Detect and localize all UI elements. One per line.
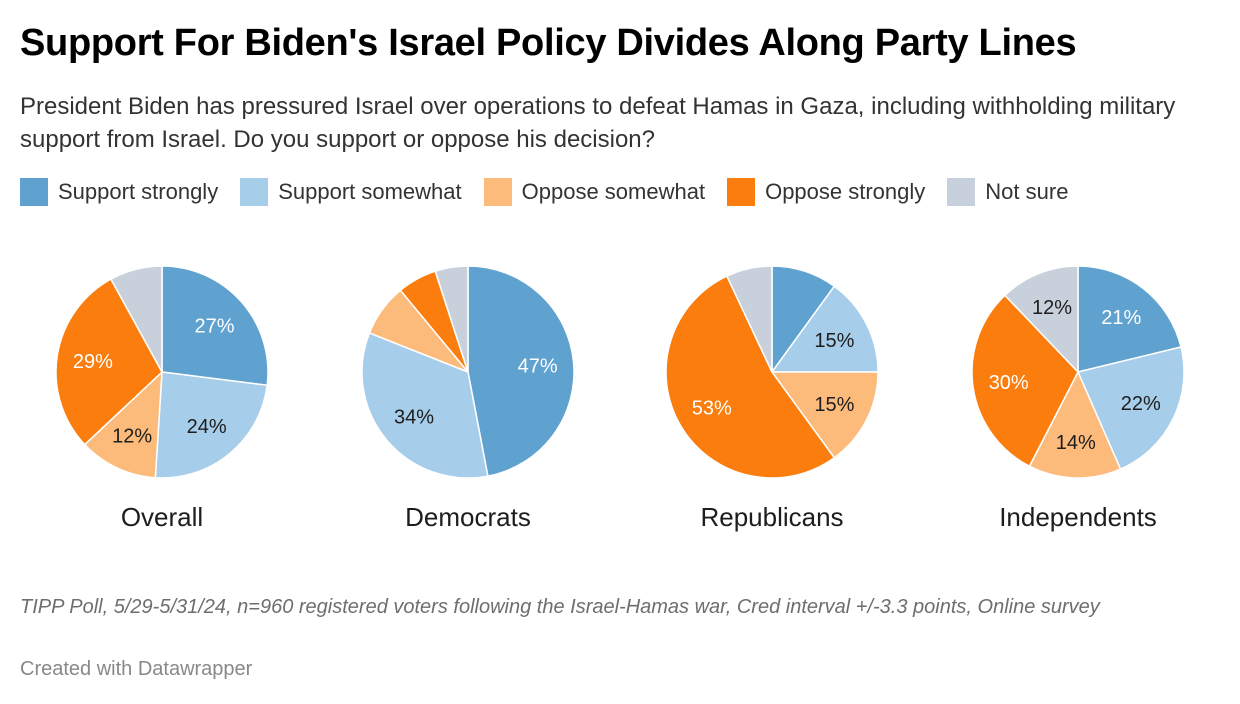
pie-data-label: 30%	[989, 372, 1029, 394]
pie-republicans: 15% 15% 53% Republicans	[665, 265, 879, 532]
pie-data-label: 53%	[692, 398, 732, 420]
pie-democrats: 47% 34% Democrats	[361, 265, 575, 532]
group-label: Democrats	[405, 502, 531, 532]
group-label: Republicans	[700, 502, 843, 532]
legend-item: Oppose somewhat	[483, 178, 706, 206]
pie-data-label: 12%	[1032, 297, 1072, 319]
pie-overall: 27% 24% 12% 29% Overall	[55, 265, 269, 532]
pie-slice-oppose-somewhat	[770, 371, 879, 459]
legend-swatch	[727, 178, 756, 206]
group-label: Overall	[121, 502, 203, 532]
pie-data-label: 21%	[1101, 307, 1141, 329]
pie-charts: 27%24%12%29%Overall47%34%Democrats15%15%…	[55, 265, 1185, 532]
pie-slice-support-somewhat	[361, 332, 489, 479]
chart-subtitle: President Biden has pressured Israel ove…	[20, 93, 1176, 153]
legend-swatch	[240, 178, 269, 206]
pie-slice-not-sure	[109, 265, 163, 373]
pie-slice-not-sure	[725, 265, 773, 373]
pie-data-label: 34%	[394, 407, 434, 429]
pie-slice-oppose-somewhat	[83, 370, 163, 479]
legend-swatch	[483, 178, 512, 206]
pie-independents: 21% 22% 14% 30% 12% Independents	[971, 265, 1185, 532]
pie-slice-not-sure	[1003, 265, 1079, 374]
pie-slice-support-strongly	[467, 265, 575, 477]
pie-slice-support-somewhat	[1076, 346, 1185, 471]
pie-data-label: 15%	[814, 394, 854, 416]
pie-data-label: 22%	[1121, 393, 1161, 415]
pie-data-label: 12%	[112, 425, 152, 447]
legend-swatch	[20, 178, 48, 206]
pie-data-label: 27%	[194, 316, 234, 338]
legend-swatch	[947, 178, 976, 206]
pie-slice-support-somewhat	[770, 285, 879, 373]
source-notes: TIPP Poll, 5/29-5/31/24, n=960 registere…	[20, 596, 1100, 618]
pie-data-label: 24%	[187, 416, 227, 438]
legend: Support strongly Support somewhat Oppose s…	[20, 176, 1090, 208]
pie-slice-oppose-strongly	[55, 278, 163, 446]
datawrapper-credit: Created with Datawrapper	[20, 658, 253, 680]
pie-slice-oppose-strongly	[971, 294, 1079, 468]
chart-title: Support For Biden's Israel Policy Divide…	[20, 22, 1077, 64]
group-label: Independents	[999, 502, 1157, 532]
legend-label: Oppose strongly	[765, 179, 926, 204]
legend-item: Support strongly	[20, 178, 218, 206]
legend-item: Support somewhat	[240, 178, 462, 206]
pie-data-label: 29%	[73, 351, 113, 373]
legend-label: Support somewhat	[278, 179, 462, 204]
pie-slice-oppose-somewhat	[1028, 370, 1122, 479]
pie-data-label: 47%	[518, 355, 558, 377]
pie-data-label: 15%	[814, 330, 854, 352]
legend-label: Support strongly	[58, 179, 219, 204]
pie-slice-oppose-strongly	[665, 275, 836, 479]
legend-label: Oppose somewhat	[521, 179, 706, 204]
pie-slice-not-sure	[434, 265, 469, 373]
pie-slice-support-strongly	[1077, 265, 1182, 373]
legend-item: Not sure	[947, 178, 1068, 206]
pie-slice-support-somewhat	[154, 371, 268, 479]
pie-slice-support-strongly	[161, 265, 269, 387]
legend-label: Not sure	[985, 179, 1069, 204]
pie-data-label: 14%	[1056, 432, 1096, 454]
legend-item: Oppose strongly	[727, 178, 925, 206]
